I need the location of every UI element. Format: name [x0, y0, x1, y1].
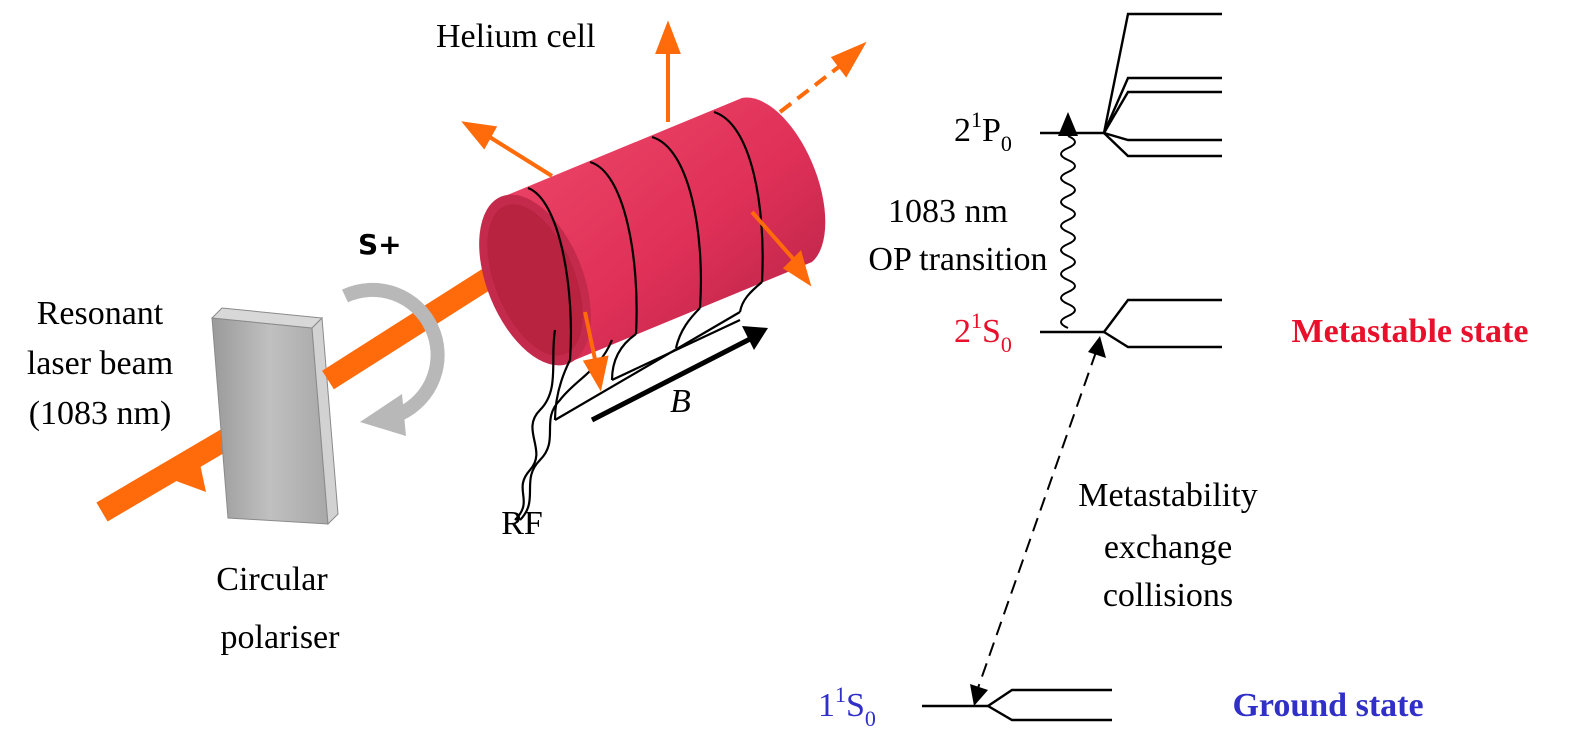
- rf-label: RF: [501, 505, 543, 542]
- polariser-label-line2: polariser: [221, 619, 341, 656]
- op-transition-wave: [1058, 112, 1078, 329]
- laser-label-line1: Resonant: [37, 295, 164, 332]
- exchange-arrow: [970, 336, 1106, 706]
- metastable-state-label: Metastable state: [1292, 313, 1529, 350]
- ground-level: [922, 688, 1112, 722]
- polarisation-label: S+: [358, 228, 402, 261]
- helium-cell: [479, 97, 826, 366]
- exchange-label-line2: exchange: [1104, 529, 1232, 566]
- metastable-level: [1040, 298, 1222, 349]
- circular-arrow-icon: [342, 282, 445, 436]
- circular-polariser: [210, 307, 339, 526]
- helium-cell-label: Helium cell: [436, 18, 596, 55]
- exchange-label-line3: collisions: [1103, 577, 1233, 614]
- magnetic-field-arrow: [590, 326, 768, 423]
- p-level: [1040, 12, 1222, 158]
- polariser-label-line1: Circular: [216, 561, 328, 598]
- transition-label-line2: OP transition: [868, 241, 1047, 278]
- exchange-label-line1: Metastability: [1078, 477, 1257, 514]
- fluorescence-arrows: [461, 20, 867, 392]
- ground-state-label: Ground state: [1232, 687, 1423, 724]
- rf-coil: [514, 110, 764, 521]
- field-label: B: [670, 383, 691, 420]
- transition-label-line1: 1083 nm: [888, 193, 1008, 230]
- ground-level-label: 11S0: [818, 682, 876, 731]
- laser-label-line2: laser beam: [27, 345, 173, 382]
- p-level-label: 21P0: [954, 107, 1012, 156]
- laser-label-line3: (1083 nm): [29, 395, 172, 432]
- metastable-level-label: 21S0: [954, 308, 1012, 357]
